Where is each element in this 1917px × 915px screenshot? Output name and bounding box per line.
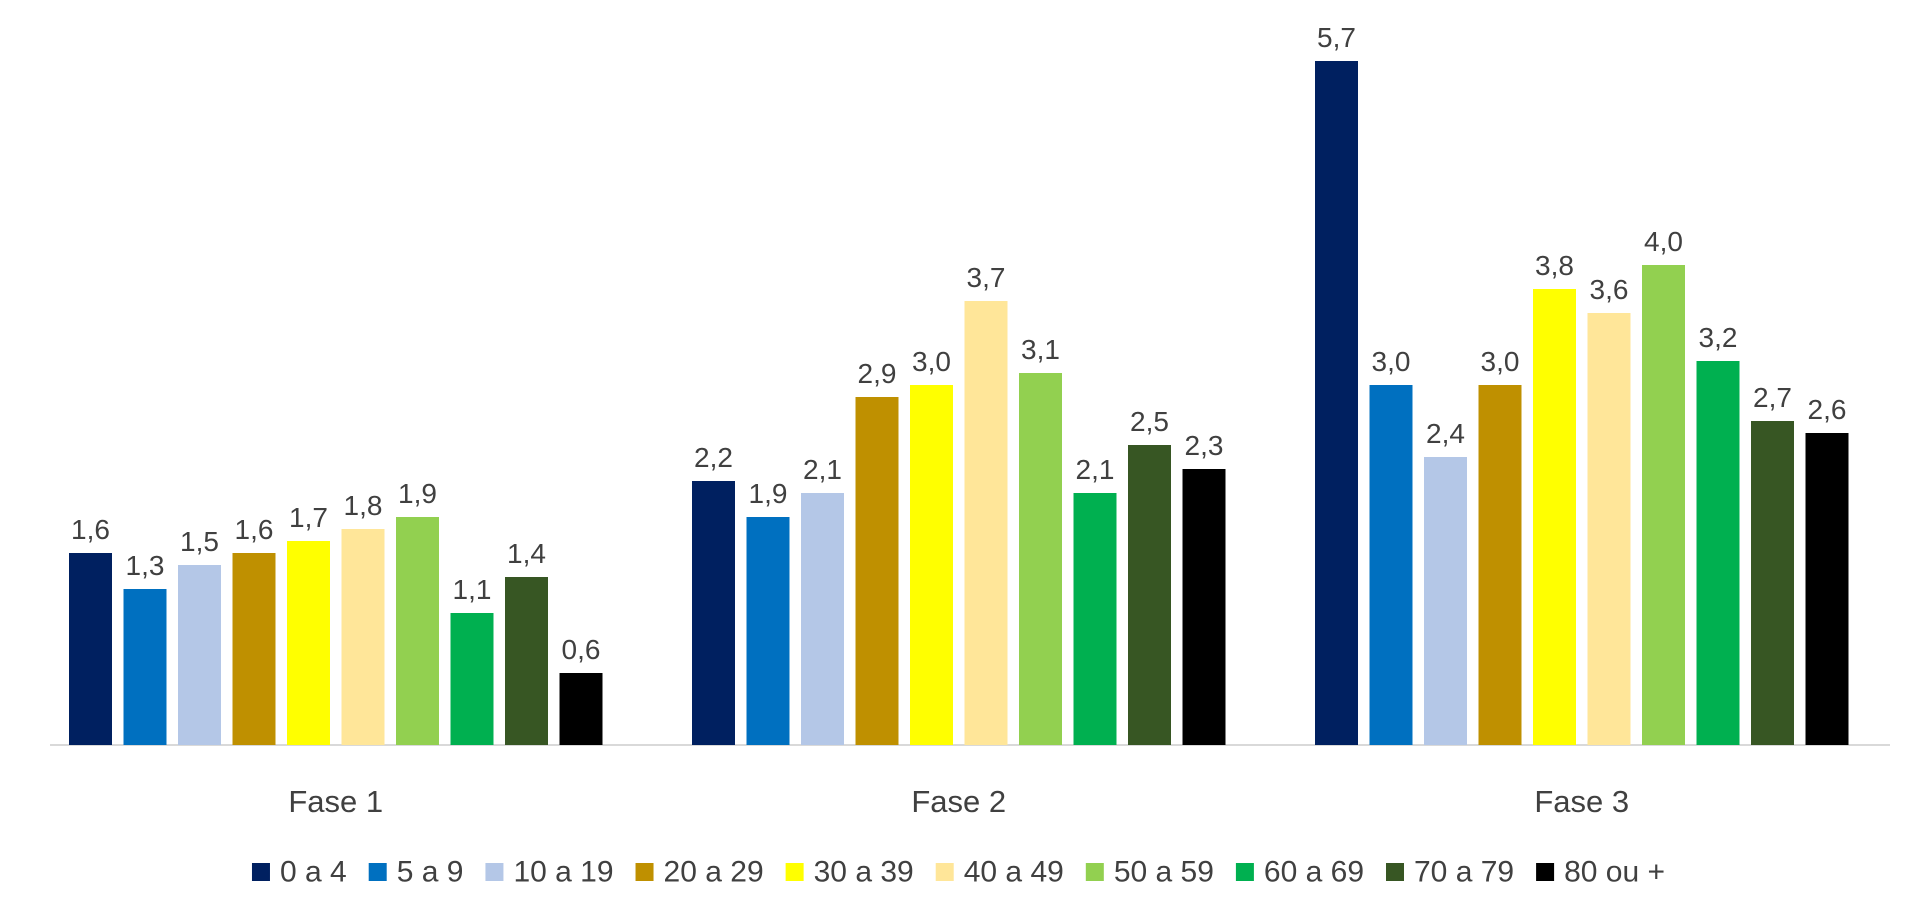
bar-1-2 xyxy=(801,493,844,745)
legend-swatch-0 xyxy=(251,863,270,881)
value-label-0-1: 1,3 xyxy=(126,550,165,581)
bar-0-0 xyxy=(69,553,112,745)
value-label-1-4: 3,0 xyxy=(912,346,951,377)
category-label-1: Fase 2 xyxy=(911,784,1006,819)
value-label-2-1: 3,0 xyxy=(1372,346,1411,377)
legend-item-6: 50 a 59 xyxy=(1085,856,1214,889)
bar-2-1 xyxy=(1369,385,1413,745)
bar-0-3 xyxy=(232,553,276,745)
bar-2-0 xyxy=(1315,61,1358,745)
value-label-1-2: 2,1 xyxy=(803,454,842,485)
legend-label-2: 10 a 19 xyxy=(513,856,613,889)
legend-item-4: 30 a 39 xyxy=(785,856,914,889)
value-label-2-4: 3,8 xyxy=(1535,250,1574,281)
bar-2-2 xyxy=(1424,457,1467,745)
legend-swatch-9 xyxy=(1536,863,1555,881)
legend-swatch-5 xyxy=(935,863,954,881)
legend-item-3: 20 a 29 xyxy=(635,856,764,889)
value-label-0-2: 1,5 xyxy=(180,526,219,557)
legend-label-6: 50 a 59 xyxy=(1114,856,1214,889)
bar-2-6 xyxy=(1642,265,1685,745)
value-label-0-0: 1,6 xyxy=(71,514,110,545)
value-label-2-2: 2,4 xyxy=(1426,418,1465,449)
legend-label-5: 40 a 49 xyxy=(964,856,1064,889)
value-label-1-6: 3,1 xyxy=(1021,334,1060,365)
bar-1-7 xyxy=(1073,493,1117,745)
value-label-1-9: 2,3 xyxy=(1185,430,1224,461)
value-label-2-5: 3,6 xyxy=(1590,274,1629,305)
legend-swatch-1 xyxy=(368,863,387,881)
bar-2-7 xyxy=(1696,361,1740,745)
legend-label-1: 5 a 9 xyxy=(397,856,464,889)
legend-swatch-6 xyxy=(1085,863,1104,881)
value-label-0-4: 1,7 xyxy=(289,502,328,533)
legend-item-5: 40 a 49 xyxy=(935,856,1064,889)
legend-swatch-8 xyxy=(1386,863,1404,881)
bar-1-5 xyxy=(964,301,1008,745)
legend-label-0: 0 a 4 xyxy=(280,856,347,889)
value-label-1-3: 2,9 xyxy=(858,358,897,389)
category-label-0: Fase 1 xyxy=(288,784,383,819)
legend-item-1: 5 a 9 xyxy=(368,856,464,889)
value-label-2-3: 3,0 xyxy=(1481,346,1520,377)
legend-item-7: 60 a 69 xyxy=(1235,856,1364,889)
bar-2-9 xyxy=(1805,433,1849,745)
bar-0-5 xyxy=(341,529,385,745)
value-label-1-1: 1,9 xyxy=(749,478,788,509)
value-label-1-5: 3,7 xyxy=(967,262,1006,293)
value-label-2-9: 2,6 xyxy=(1808,394,1847,425)
legend-label-3: 20 a 29 xyxy=(664,856,764,889)
value-label-1-8: 2,5 xyxy=(1130,406,1169,437)
legend-item-9: 80 ou + xyxy=(1536,856,1665,889)
bar-1-0 xyxy=(692,481,735,745)
value-label-0-9: 0,6 xyxy=(562,634,601,665)
value-label-0-3: 1,6 xyxy=(235,514,274,545)
bar-0-2 xyxy=(178,565,221,745)
bar-0-8 xyxy=(505,577,548,745)
legend-swatch-3 xyxy=(635,863,654,881)
value-label-0-5: 1,8 xyxy=(344,490,383,521)
bar-1-1 xyxy=(746,517,790,745)
bar-2-5 xyxy=(1587,313,1631,745)
legend-item-8: 70 a 79 xyxy=(1386,856,1514,889)
bar-2-4 xyxy=(1533,289,1576,745)
category-label-2: Fase 3 xyxy=(1534,784,1629,819)
bar-0-7 xyxy=(450,613,494,745)
bar-0-9 xyxy=(559,673,603,745)
bar-0-4 xyxy=(287,541,330,745)
bar-1-3 xyxy=(855,397,899,745)
bar-1-4 xyxy=(910,385,953,745)
bar-2-3 xyxy=(1478,385,1522,745)
bar-2-8 xyxy=(1751,421,1794,745)
value-label-2-6: 4,0 xyxy=(1644,226,1683,257)
legend-label-8: 70 a 79 xyxy=(1414,856,1514,889)
value-label-1-7: 2,1 xyxy=(1076,454,1115,485)
bar-1-8 xyxy=(1128,445,1171,745)
value-label-2-7: 3,2 xyxy=(1699,322,1738,353)
legend-label-7: 60 a 69 xyxy=(1264,856,1364,889)
legend-swatch-4 xyxy=(785,863,804,881)
value-label-1-0: 2,2 xyxy=(694,442,733,473)
value-label-0-6: 1,9 xyxy=(398,478,437,509)
value-label-2-8: 2,7 xyxy=(1753,382,1792,413)
bar-1-6 xyxy=(1019,373,1062,745)
bar-0-6 xyxy=(396,517,439,745)
category-labels-group: Fase 1 Fase 2 Fase 3 xyxy=(288,784,1629,819)
legend-label-4: 30 a 39 xyxy=(814,856,914,889)
bar-0-1 xyxy=(123,589,167,745)
value-labels-group: 1,6 1,3 1,5 1,6 1,7 1,8 1,9 1,1 1,4 0,6 2,2 1,9 2,1 2… xyxy=(71,22,1846,665)
legend-item-2: 10 a 19 xyxy=(485,856,614,889)
bar-1-9 xyxy=(1182,469,1226,745)
value-label-0-8: 1,4 xyxy=(507,538,546,569)
bars-group xyxy=(69,61,1849,745)
legend-swatch-7 xyxy=(1235,863,1254,881)
value-label-0-7: 1,1 xyxy=(453,574,492,605)
value-label-2-0: 5,7 xyxy=(1317,22,1356,53)
legend-swatch-2 xyxy=(485,863,504,881)
legend-label-9: 80 ou + xyxy=(1564,856,1665,889)
legend-item-0: 0 a 4 xyxy=(251,856,347,889)
legend: 0 a 4 5 a 9 10 a 19 20 a 29 30 a 39 40 a 49 50… xyxy=(251,856,1665,889)
